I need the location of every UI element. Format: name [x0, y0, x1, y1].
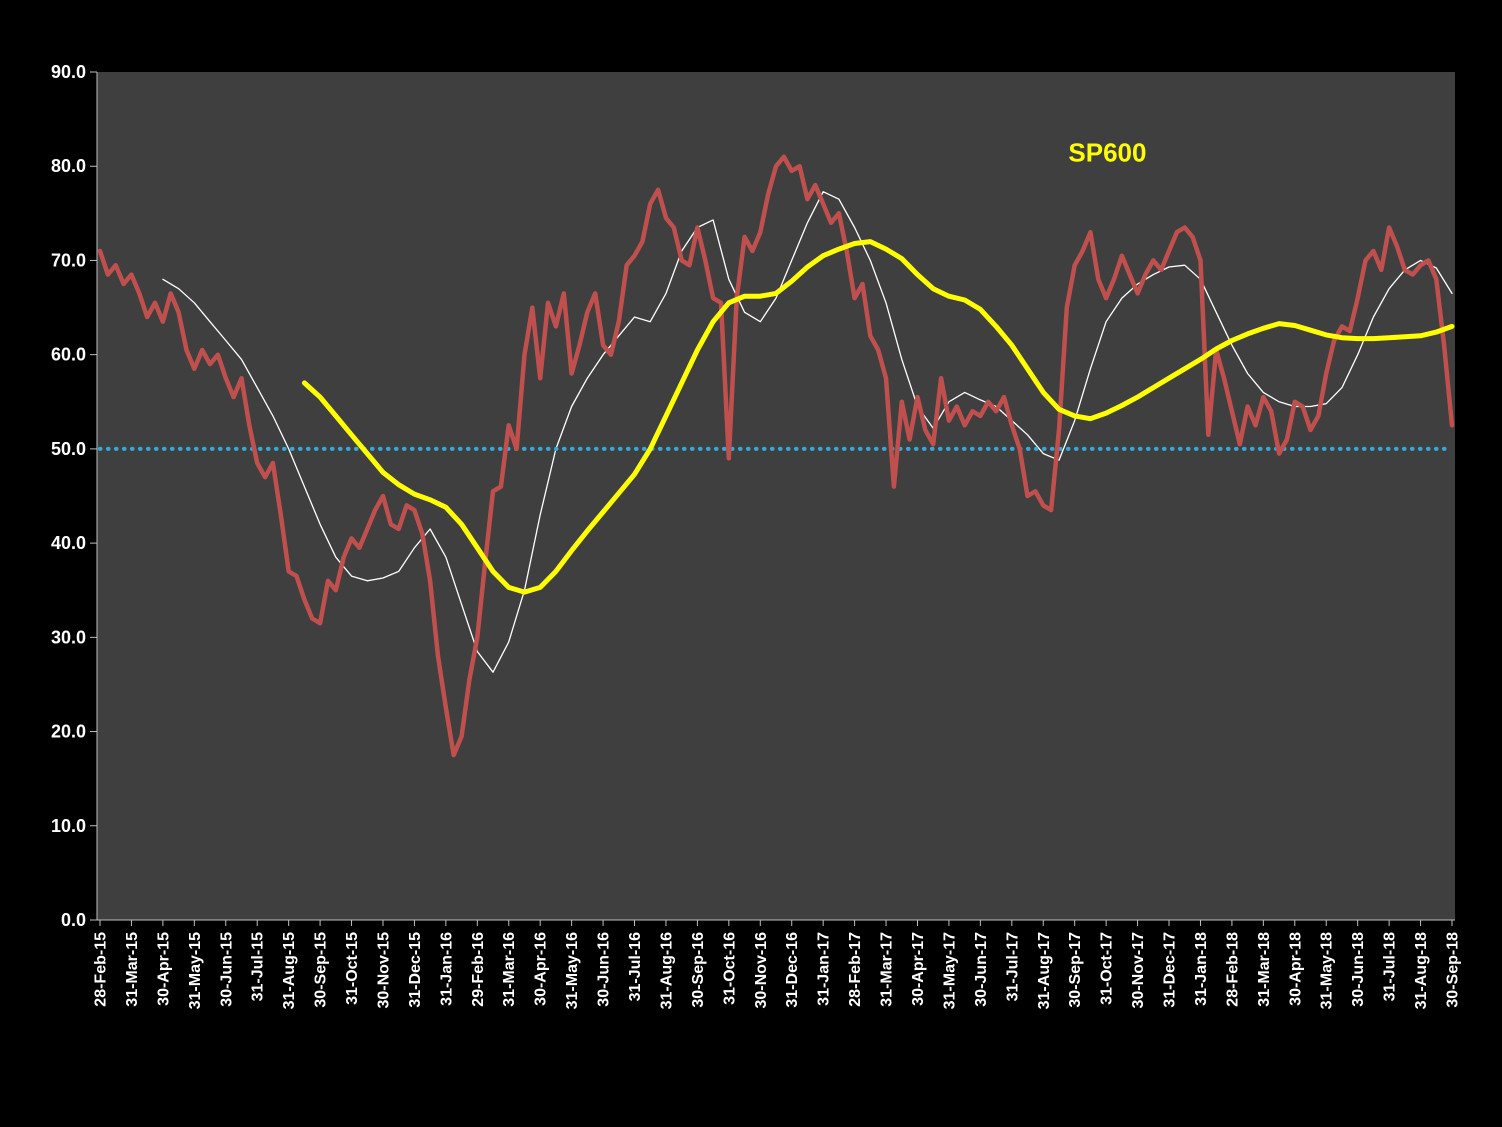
y-tick-label: 0.0 [61, 910, 86, 930]
axes [96, 72, 1455, 921]
x-tick-label: 31-Mar-18 [1256, 932, 1273, 1007]
x-tick-label: 30-Jun-16 [596, 932, 613, 1007]
y-axis: 0.0 10.0 20.0 30.0 40.0 50.0 60.0 70.0 80.0 90.0 [51, 62, 97, 930]
x-tick-label: 31-Mar-16 [501, 932, 518, 1007]
x-tick-label: 31-Jul-15 [250, 932, 267, 1001]
y-tick-label: 50.0 [51, 439, 86, 459]
y-tick-label: 70.0 [51, 250, 86, 270]
x-tick-label: 31-Dec-16 [784, 932, 801, 1008]
x-tick-label: 30-Apr-15 [155, 932, 172, 1006]
x-tick-label: 30-Sep-17 [1067, 932, 1084, 1008]
series-long-moving-average [301, 239, 1455, 595]
x-tick-label: 31-Oct-15 [344, 932, 361, 1005]
x-tick-label: 31-Oct-17 [1099, 932, 1116, 1005]
x-tick-label: 31-May-17 [941, 932, 958, 1009]
x-tick-label: 30-Apr-18 [1287, 932, 1304, 1006]
x-tick-label: 30-Jun-18 [1350, 932, 1367, 1007]
x-tick-label: 31-Aug-17 [1036, 932, 1053, 1009]
x-tick-label: 31-Jul-16 [627, 932, 644, 1001]
x-axis: 28-Feb-15 31-Mar-15 30-Apr-15 31-May-15 30-J… [93, 920, 1462, 1009]
x-tick-label: 30-Nov-15 [375, 932, 392, 1009]
x-tick-label: 31-Jul-18 [1382, 932, 1399, 1001]
y-tick-label: 80.0 [51, 156, 86, 176]
x-tick-label: 31-Mar-15 [124, 932, 141, 1007]
series-short-moving-average [162, 191, 1453, 673]
x-tick-label: 31-Oct-16 [721, 932, 738, 1005]
x-tick-label: 28-Feb-18 [1224, 932, 1241, 1007]
x-tick-label: 31-Aug-18 [1413, 932, 1430, 1009]
x-tick-label: 31-Mar-17 [879, 932, 896, 1007]
x-tick-label: 31-Jul-17 [1004, 932, 1021, 1001]
x-tick-label: 30-Sep-16 [690, 932, 707, 1008]
y-tick-label: 90.0 [51, 62, 86, 82]
x-tick-label: 30-Jun-15 [218, 932, 235, 1007]
x-tick-label: 30-Sep-15 [313, 932, 330, 1008]
x-tick-label: 31-Jan-17 [816, 932, 833, 1006]
x-tick-label: 31-May-15 [187, 932, 204, 1009]
series-sp600-weekly [97, 154, 1455, 758]
x-tick-label: 31-Dec-17 [1162, 932, 1179, 1008]
x-tick-label: 29-Feb-16 [470, 932, 487, 1007]
x-tick-label: 31-Aug-15 [281, 932, 298, 1009]
x-tick-label: 28-Feb-15 [93, 932, 110, 1007]
x-tick-label: 28-Feb-17 [847, 932, 864, 1007]
chart-annotation-sp600: SP600 [1068, 138, 1146, 168]
x-tick-label: 30-Nov-17 [1130, 932, 1147, 1009]
x-tick-label: 31-Jan-16 [438, 932, 455, 1006]
x-tick-label: 31-Aug-16 [658, 932, 675, 1009]
x-tick-label: 31-May-18 [1319, 932, 1336, 1009]
x-tick-label: 30-Jun-17 [973, 932, 990, 1007]
x-tick-label: 31-Jan-18 [1193, 932, 1210, 1006]
x-tick-label: 31-May-16 [564, 932, 581, 1009]
x-tick-label: 30-Nov-16 [753, 932, 770, 1009]
x-tick-label: 31-Dec-15 [407, 932, 424, 1008]
x-tick-label: 30-Apr-17 [910, 932, 927, 1006]
y-tick-label: 20.0 [51, 722, 86, 742]
plot-area [97, 72, 1455, 920]
x-tick-label: 30-Sep-18 [1445, 932, 1462, 1008]
y-tick-label: 40.0 [51, 533, 86, 553]
y-tick-label: 10.0 [51, 816, 86, 836]
y-tick-label: 30.0 [51, 627, 86, 647]
x-tick-label: 30-Apr-16 [533, 932, 550, 1006]
y-tick-label: 60.0 [51, 345, 86, 365]
